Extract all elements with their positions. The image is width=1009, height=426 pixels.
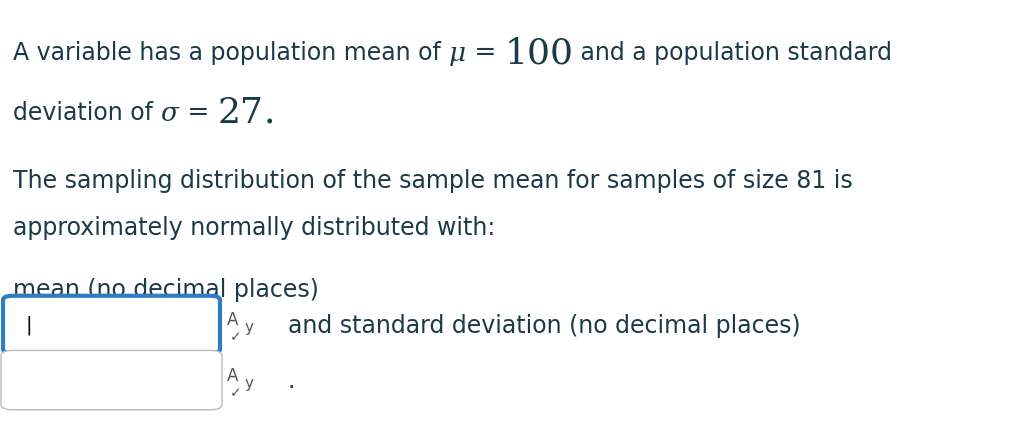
Text: =: = [465, 40, 504, 66]
Text: ✓: ✓ [230, 385, 242, 399]
Text: μ: μ [448, 41, 465, 66]
Text: and standard deviation (no decimal places): and standard deviation (no decimal place… [288, 313, 800, 337]
FancyBboxPatch shape [3, 296, 220, 354]
Text: The sampling distribution of the sample mean for samples of size 81 is: The sampling distribution of the sample … [13, 169, 853, 193]
Text: =: = [179, 100, 217, 126]
Text: 100: 100 [504, 36, 573, 70]
FancyBboxPatch shape [1, 351, 222, 410]
Text: mean (no decimal places): mean (no decimal places) [13, 278, 319, 302]
Text: .: . [288, 368, 295, 392]
Text: y: y [244, 320, 253, 334]
Text: A: A [227, 366, 238, 384]
Text: deviation of: deviation of [13, 101, 160, 125]
Text: A: A [227, 311, 238, 329]
Text: and a population standard: and a population standard [573, 41, 892, 65]
Text: y: y [244, 375, 253, 390]
Text: ✓: ✓ [230, 330, 242, 344]
Text: A variable has a population mean of: A variable has a population mean of [13, 41, 448, 65]
Text: 27: 27 [217, 96, 263, 130]
Text: σ: σ [160, 101, 179, 125]
Text: .: . [263, 96, 274, 130]
Text: approximately normally distributed with:: approximately normally distributed with: [13, 216, 495, 240]
Text: |: | [25, 315, 32, 334]
